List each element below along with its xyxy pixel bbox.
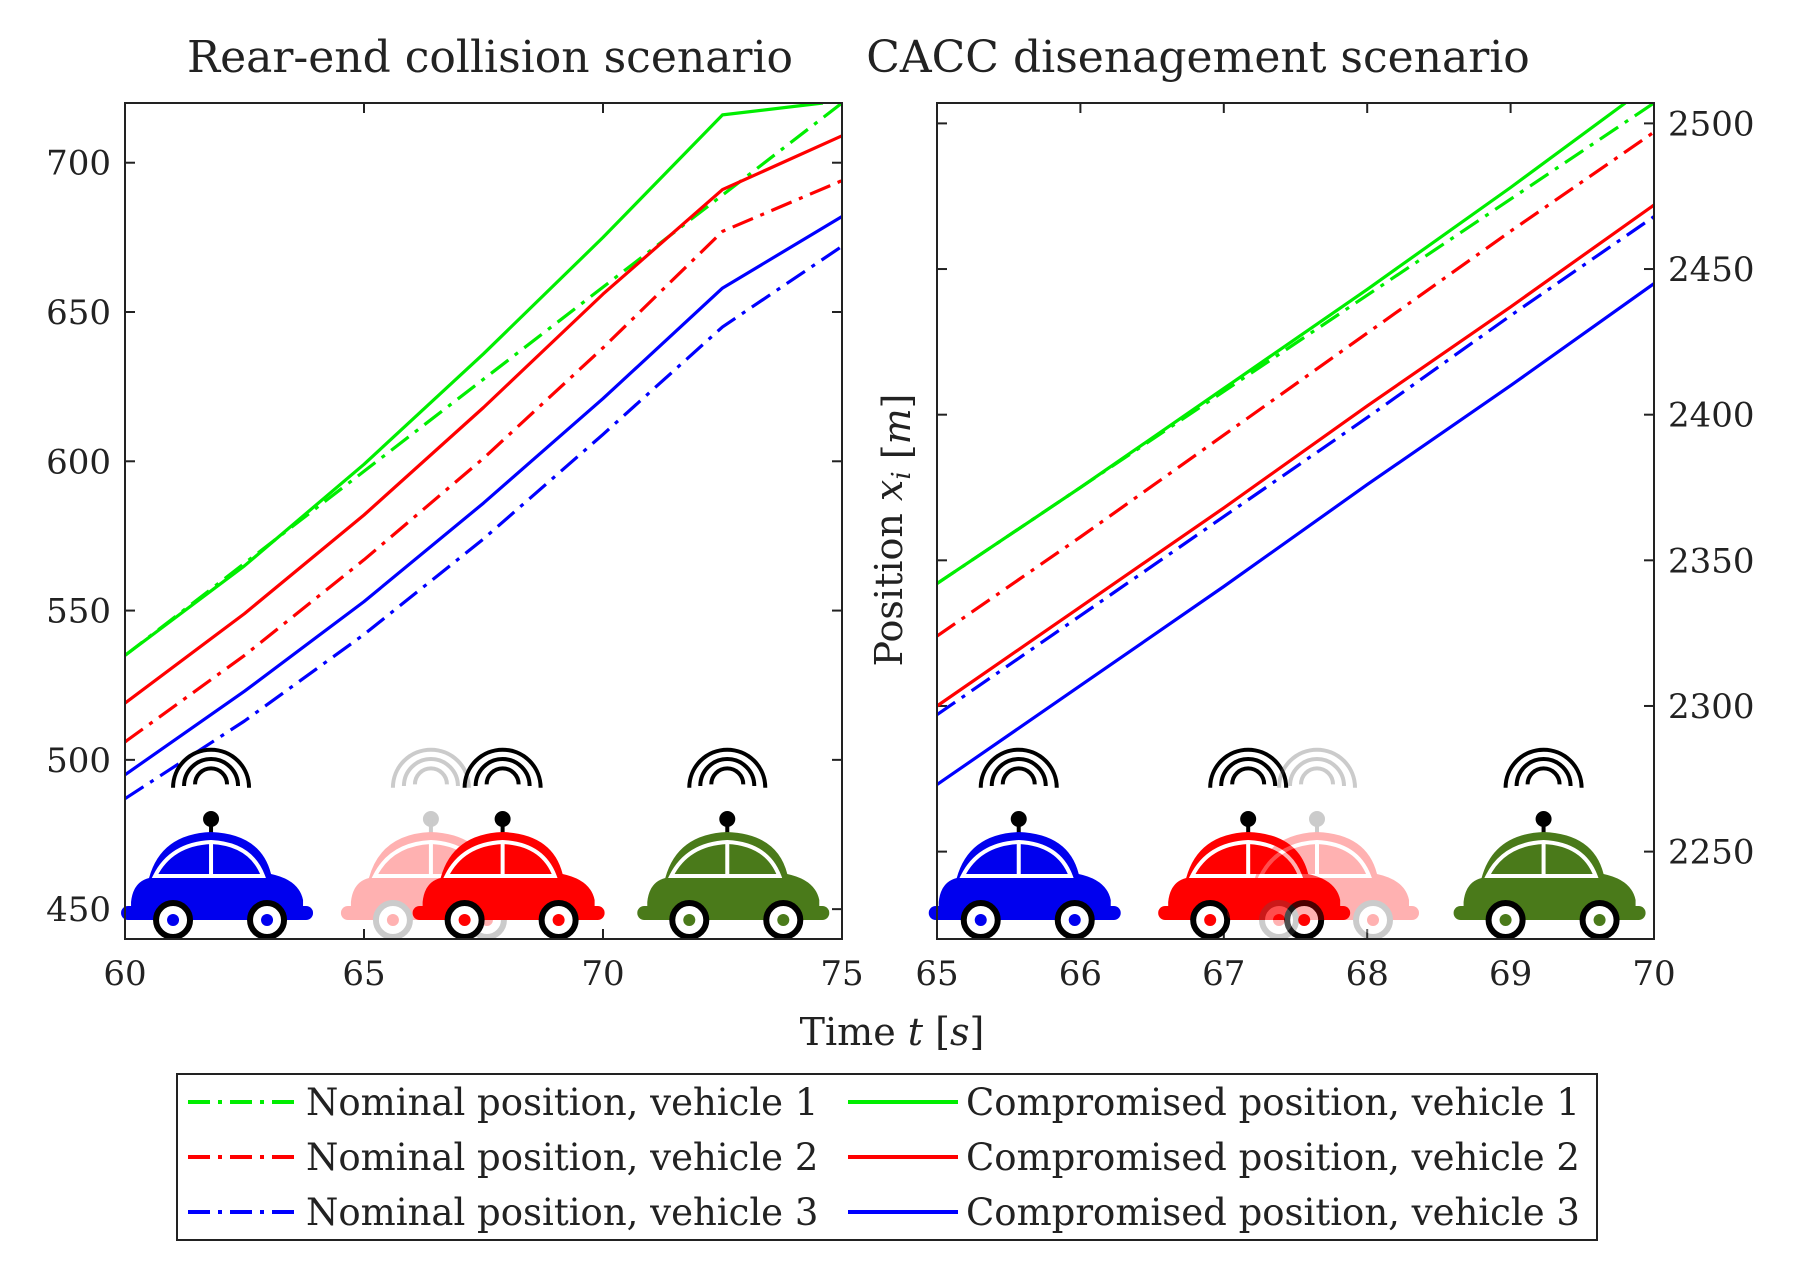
p1-ytick-label: 650 xyxy=(46,293,111,333)
legend-label-1: Nominal position, vehicle 1 xyxy=(306,1081,818,1124)
panel2-series xyxy=(937,103,1654,786)
p1-series-line-3 xyxy=(125,179,842,744)
p2-xtick-label: 70 xyxy=(1632,954,1675,994)
p1-car-1-icon xyxy=(121,747,314,940)
legend-label-2: Compromised position, vehicle 1 xyxy=(966,1081,1580,1124)
p2-car-1-icon xyxy=(928,747,1121,940)
p2-ytick-label: 2300 xyxy=(1668,687,1755,727)
panel-cacc: CACC disenagement scenario 65 66 67 68 69 70 2… xyxy=(866,32,1754,994)
p1-xtick-label: 60 xyxy=(103,954,146,994)
p2-ytick-label: 2500 xyxy=(1668,104,1755,144)
p2-xtick-label: 65 xyxy=(915,954,958,994)
legend: Nominal position, vehicle 1 Compromised p… xyxy=(176,1073,1598,1241)
p2-car-4-icon xyxy=(1453,747,1646,940)
p1-ytick-label: 600 xyxy=(46,442,111,482)
x-axis-label: Time t [s] xyxy=(800,1010,985,1054)
p1-series-line-6 xyxy=(125,215,842,777)
p1-ytick-label: 550 xyxy=(46,592,111,632)
p1-series-line-4 xyxy=(125,134,842,705)
p2-xtick-label: 67 xyxy=(1202,954,1245,994)
panel2-y-axis-label: Position xi [m] xyxy=(867,394,919,667)
p1-xtick-label: 75 xyxy=(820,954,863,994)
p1-car-4-icon xyxy=(637,747,830,940)
p1-xtick-label: 65 xyxy=(342,954,385,994)
legend-label-3: Nominal position, vehicle 2 xyxy=(306,1136,818,1179)
p2-series-line-3 xyxy=(937,130,1654,638)
panel1-ticks: 60 65 70 75 450 500 550 600 650 700 xyxy=(46,103,864,994)
p2-series-line-2 xyxy=(937,103,1627,585)
p2-series-line-4 xyxy=(937,203,1654,708)
legend-entries: Nominal position, vehicle 1 Compromised p… xyxy=(188,1081,1580,1234)
panel2-title: CACC disenagement scenario xyxy=(866,32,1530,83)
p2-ytick-label: 2400 xyxy=(1668,396,1755,436)
p2-xtick-label: 66 xyxy=(1059,954,1102,994)
p2-series-line-6 xyxy=(937,282,1654,786)
panel1-title: Rear-end collision scenario xyxy=(187,32,793,83)
p2-ytick-label: 2450 xyxy=(1668,250,1755,290)
p1-car-3-icon xyxy=(412,747,605,940)
p1-ytick-label: 700 xyxy=(46,144,111,184)
p1-series-line-2 xyxy=(125,103,824,657)
p2-xtick-label: 68 xyxy=(1346,954,1389,994)
panel1-cars xyxy=(121,747,830,940)
p1-ytick-label: 450 xyxy=(46,890,111,930)
p2-xtick-label: 69 xyxy=(1489,954,1532,994)
p2-ytick-label: 2350 xyxy=(1668,541,1755,581)
panel-rear-end: Rear-end collision scenario 60 65 70 75 450 5… xyxy=(46,32,864,994)
legend-label-4: Compromised position, vehicle 2 xyxy=(966,1136,1580,1179)
panel1-axes-frame xyxy=(124,102,843,940)
p1-series-line-1 xyxy=(125,103,842,657)
legend-label-5: Nominal position, vehicle 3 xyxy=(306,1191,818,1234)
p2-car-2-icon xyxy=(1158,747,1351,940)
p2-car-3-icon xyxy=(1227,747,1420,940)
legend-label-6: Compromised position, vehicle 3 xyxy=(966,1191,1580,1234)
panel2-axes-frame xyxy=(936,102,1655,940)
p1-series-line-5 xyxy=(125,244,842,801)
p1-ytick-label: 500 xyxy=(46,741,111,781)
panel2-ticks: 65 66 67 68 69 70 2250 2300 2350 2400 2450 2500 xyxy=(915,103,1755,994)
panel2-cars xyxy=(928,747,1646,940)
p1-xtick-label: 70 xyxy=(581,954,624,994)
panel1-series xyxy=(125,103,842,801)
p2-series-line-5 xyxy=(937,215,1654,717)
p2-ytick-label: 2250 xyxy=(1668,833,1755,873)
